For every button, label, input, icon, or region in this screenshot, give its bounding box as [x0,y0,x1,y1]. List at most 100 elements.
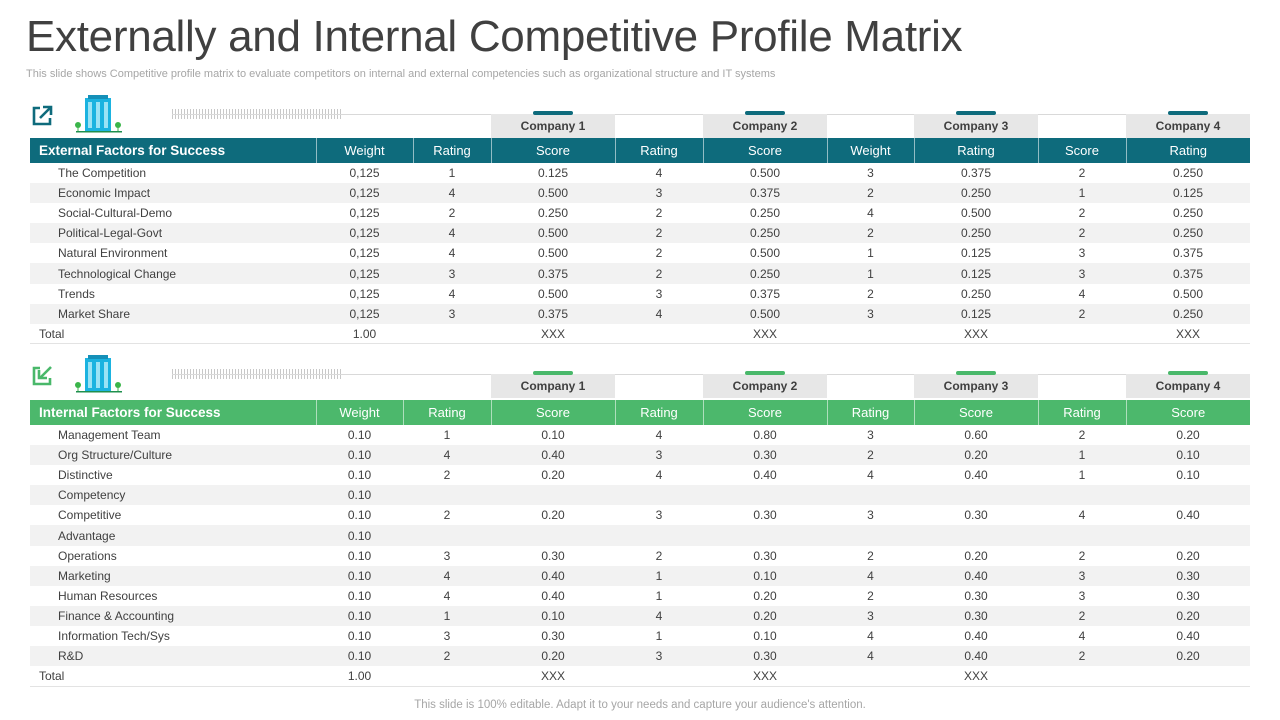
table-cell [914,525,1038,546]
table-cell: 0,125 [349,166,380,181]
table-cell: 2 [655,246,663,261]
table-cell: 0.10 [347,588,372,603]
table-cell: 0.10 [316,525,403,546]
table-cell: 4 [413,183,491,204]
table-cell: 2 [1078,428,1086,443]
table-cell: 0.40 [1176,508,1200,523]
table-row: Political-Legal-Govt 0,125 4 0.500 2 0.250 2 0.… [30,223,1250,244]
column-header: Score [703,400,828,425]
table-cell: 0.20 [964,548,988,563]
table-cell: 3 [1078,246,1086,261]
table-cell: 3 [867,166,874,181]
table-cell [1126,485,1250,506]
table-cell: 2 [443,468,451,483]
table-cell: 0.10 [347,508,372,523]
table-cell [615,485,703,506]
factor-name: Natural Environment [58,246,168,261]
table-cell: 3 [615,646,703,667]
table-cell: 0.10 [541,428,565,443]
total-cell [403,666,491,687]
table-cell: 2 [443,508,451,523]
total-cell [1038,323,1126,345]
external-factors-table: External Factors for Success Weight Rating… [30,138,1250,345]
company-2-header: Company 2 [703,111,827,138]
slide-footer: This slide is 100% editable. Adapt it to… [414,699,866,711]
table-cell: 0.30 [914,605,1038,626]
table-cell: 0.500 [1172,286,1204,301]
table-cell: 0.60 [964,428,988,443]
column-header: Score [491,138,616,163]
factor-name: Advantage [30,525,316,546]
table-cell: 0.500 [491,223,615,244]
table-cell: 4 [655,468,663,483]
column-header: Weight [316,138,414,163]
table-cell: 3 [867,428,874,443]
table-cell [1126,525,1250,546]
total-cell: XXX [1126,323,1250,345]
building-icon [75,95,122,133]
company-3-header: Company 3 [914,111,1038,138]
table-cell: 4 [448,286,456,301]
table-row: Technological Change 0,125 3 0.375 2 0.250 1 0.… [30,263,1250,284]
table-cell: 0.500 [749,246,781,261]
total-cell [615,666,703,687]
column-header: Rating [1038,400,1127,425]
total-row: Total 1.00 XXX XXX XXX XXX [30,323,1250,345]
table-cell: 1 [655,628,663,643]
company-label: Company 4 [1155,379,1221,393]
table-cell: 0.375 [1172,246,1204,261]
table-cell: 0.20 [1176,428,1200,443]
factor-name: The Competition [58,166,147,181]
company-1-header: Company 1 [491,111,615,138]
total-row: Total 1.00 XXX XXX XXX [30,666,1250,687]
company-4-header: Company 4 [1126,111,1250,138]
table-cell: 0.20 [541,468,565,483]
table-cell: 3 [443,548,451,563]
table-cell: 1 [1038,183,1126,204]
table-row: Competency 0.10 [30,485,1250,506]
table-cell: 0,125 [349,206,380,221]
table-cell: 0.10 [347,468,372,483]
table-cell: 0.40 [753,468,777,483]
table-cell: 0.30 [703,646,827,667]
table-cell: 1 [1078,468,1086,483]
table-cell: 0.375 [749,286,781,301]
table-cell [1038,485,1126,506]
column-header: Rating [827,400,915,425]
column-header: Weight [827,138,915,163]
slide-subtitle: This slide shows Competitive profile mat… [26,68,776,80]
table-cell: 0.10 [347,428,372,443]
table-cell [403,485,491,506]
factor-name: Distinctive [58,468,113,483]
table-cell: 0.20 [1176,548,1200,563]
table-cell: 0.250 [914,183,1038,204]
table-cell: 1 [867,246,874,261]
table-cell: 0.250 [1172,206,1204,221]
collapse-arrow-icon [32,366,52,386]
factor-name: Competency [30,485,316,506]
table-row: Management Team 0.10 1 0.10 4 0.80 3 0.60 2 0.20 [30,425,1250,445]
table-row: Competitive 0.10 2 0.20 3 0.30 3 0.30 4 0.40 [30,505,1250,525]
table-cell: 4 [615,605,703,626]
slide-title: Externally and Internal Competitive Prof… [26,12,963,61]
table-cell: 0.80 [753,428,777,443]
table-row: Org Structure/Culture 0.10 4 0.40 3 0.30 2 0.20… [30,445,1250,466]
table-cell: 0.30 [964,508,988,523]
table-cell: 1 [1038,445,1126,466]
table-row: Marketing 0.10 4 0.40 1 0.10 4 0.40 3 0.30 [30,565,1250,586]
table-cell: 0,125 [316,303,413,324]
company-label: Company 3 [943,379,1009,393]
table-cell [703,525,827,546]
table-cell: 3 [413,263,491,284]
column-header: Weight [316,400,404,425]
table-cell: 0.250 [703,223,827,244]
table-cell: 0.10 [316,646,403,667]
table-cell: 0.20 [1126,605,1250,626]
column-header: Score [491,400,616,425]
table-cell: 0.10 [316,445,403,466]
table-cell: 4 [403,565,491,586]
table-cell: 2 [827,183,914,204]
table-cell: 0.10 [316,605,403,626]
factor-name: Market Share [30,303,316,324]
table-cell [827,525,914,546]
